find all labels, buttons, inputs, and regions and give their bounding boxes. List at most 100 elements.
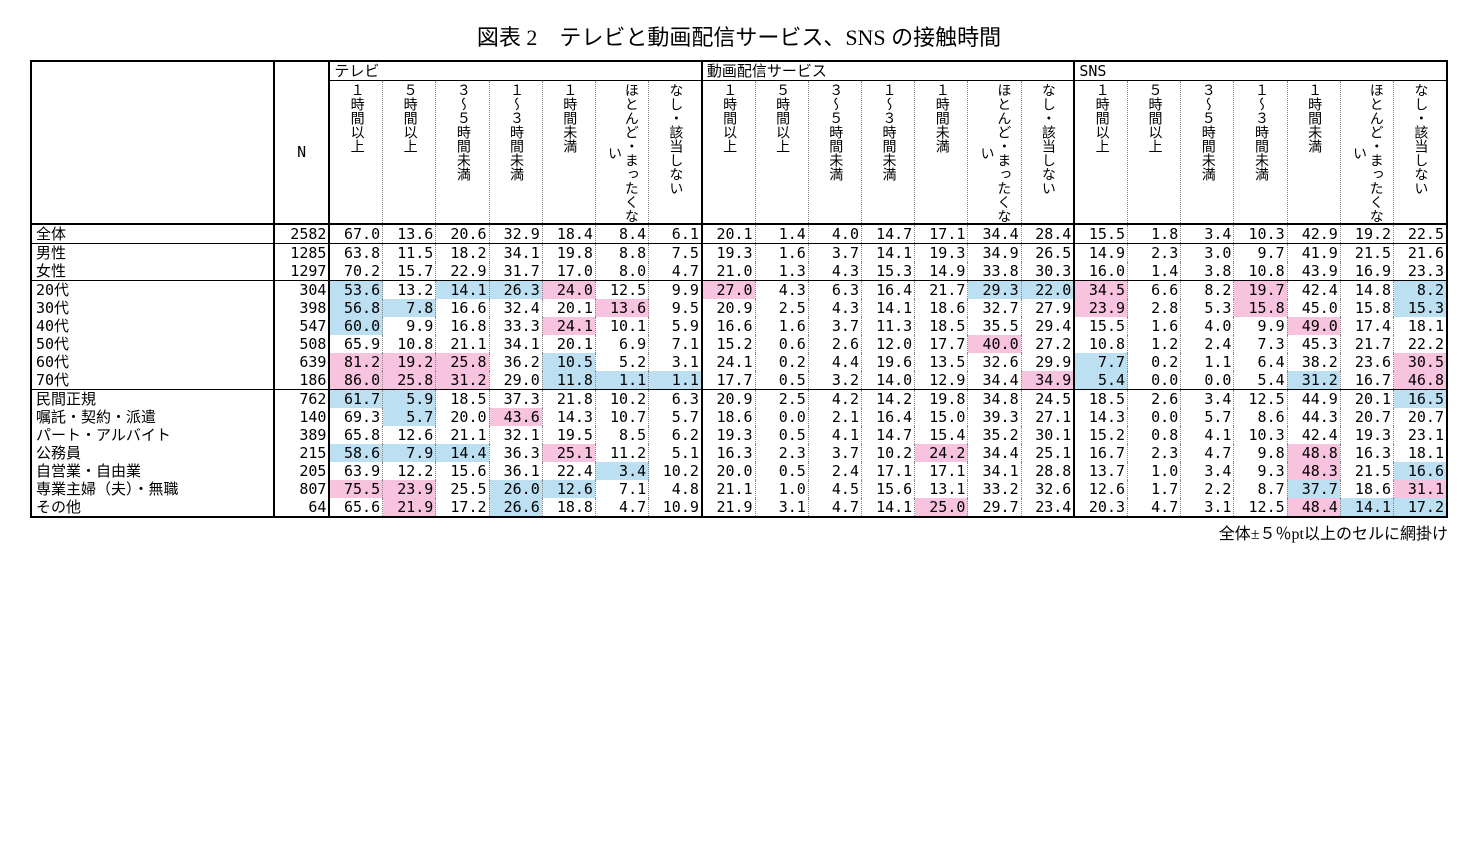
data-cell: 30.5: [1394, 353, 1447, 371]
data-cell: 13.2: [383, 281, 436, 300]
data-cell: 19.3: [915, 244, 968, 263]
data-cell: 10.8: [1234, 262, 1287, 281]
data-cell: 14.7: [862, 426, 915, 444]
data-cell: 9.8: [1234, 444, 1287, 462]
data-cell: 4.7: [1128, 498, 1181, 517]
data-cell: 12.6: [1074, 480, 1127, 498]
data-cell: 23.1: [1394, 426, 1447, 444]
table-row: その他6465.621.917.226.618.84.710.921.93.14…: [31, 498, 1447, 517]
data-cell: 20.0: [436, 408, 489, 426]
data-cell: 3.1: [1181, 498, 1234, 517]
data-cell: 14.1: [1340, 498, 1393, 517]
data-cell: 7.1: [595, 480, 648, 498]
data-cell: 15.0: [915, 408, 968, 426]
n-cell: 1297: [274, 262, 330, 281]
data-cell: 67.0: [329, 224, 382, 244]
data-cell: 10.1: [595, 317, 648, 335]
data-cell: 32.7: [968, 299, 1021, 317]
data-cell: 36.1: [489, 462, 542, 480]
data-cell: 3.4: [1181, 224, 1234, 244]
data-cell: 31.7: [489, 262, 542, 281]
n-cell: 215: [274, 444, 330, 462]
n-cell: 64: [274, 498, 330, 517]
data-cell: 1.2: [1128, 335, 1181, 353]
data-cell: 20.0: [702, 462, 755, 480]
row-label: パート・アルバイト: [31, 426, 274, 444]
data-cell: 1.4: [1128, 262, 1181, 281]
subheader: １〜３時間未満: [1234, 81, 1287, 225]
data-cell: 34.1: [489, 244, 542, 263]
data-cell: 19.7: [1234, 281, 1287, 300]
data-cell: 5.4: [1234, 371, 1287, 390]
data-cell: 3.1: [755, 498, 808, 517]
data-cell: 1.7: [1128, 480, 1181, 498]
row-label: 50代: [31, 335, 274, 353]
data-cell: 12.6: [542, 480, 595, 498]
data-cell: 9.7: [1234, 244, 1287, 263]
data-cell: 0.5: [755, 462, 808, 480]
table-row: 公務員21558.67.914.436.325.111.25.116.32.33…: [31, 444, 1447, 462]
data-cell: 7.9: [383, 444, 436, 462]
group-header-tv: テレビ: [329, 61, 701, 81]
data-cell: 10.2: [862, 444, 915, 462]
data-cell: 23.9: [383, 480, 436, 498]
data-cell: 8.5: [595, 426, 648, 444]
data-cell: 0.6: [755, 335, 808, 353]
data-cell: 45.0: [1287, 299, 1340, 317]
row-label: 30代: [31, 299, 274, 317]
data-cell: 0.0: [755, 408, 808, 426]
data-cell: 7.7: [1074, 353, 1127, 371]
row-label: 全体: [31, 224, 274, 244]
data-cell: 8.2: [1394, 281, 1447, 300]
data-cell: 35.2: [968, 426, 1021, 444]
data-cell: 2.1: [808, 408, 861, 426]
data-cell: 22.2: [1394, 335, 1447, 353]
data-cell: 15.6: [862, 480, 915, 498]
subheader: ５時間以上: [383, 81, 436, 225]
data-cell: 6.3: [808, 281, 861, 300]
data-cell: 20.9: [702, 299, 755, 317]
row-label: 自営業・自由業: [31, 462, 274, 480]
data-cell: 48.8: [1287, 444, 1340, 462]
data-cell: 16.5: [1394, 390, 1447, 409]
data-cell: 15.3: [1394, 299, 1447, 317]
data-cell: 15.5: [1074, 317, 1127, 335]
data-cell: 21.6: [1394, 244, 1447, 263]
data-cell: 48.4: [1287, 498, 1340, 517]
row-label: 専業主婦（夫）・無職: [31, 480, 274, 498]
data-cell: 4.3: [755, 281, 808, 300]
data-cell: 5.3: [1181, 299, 1234, 317]
data-cell: 61.7: [329, 390, 382, 409]
data-cell: 16.7: [1340, 371, 1393, 390]
data-cell: 14.3: [1074, 408, 1127, 426]
data-cell: 8.6: [1234, 408, 1287, 426]
subheader: ほとんど・まったくない: [1340, 81, 1393, 225]
data-cell: 18.6: [1340, 480, 1393, 498]
data-cell: 3.2: [808, 371, 861, 390]
data-cell: 33.3: [489, 317, 542, 335]
data-cell: 19.2: [1340, 224, 1393, 244]
data-cell: 18.1: [1394, 444, 1447, 462]
data-cell: 2.3: [1128, 244, 1181, 263]
data-cell: 25.5: [436, 480, 489, 498]
data-cell: 17.1: [915, 462, 968, 480]
data-cell: 18.6: [702, 408, 755, 426]
data-cell: 0.0: [1181, 371, 1234, 390]
data-cell: 12.2: [383, 462, 436, 480]
data-cell: 4.3: [808, 262, 861, 281]
row-label: 公務員: [31, 444, 274, 462]
data-cell: 8.2: [1181, 281, 1234, 300]
data-cell: 1.4: [755, 224, 808, 244]
n-cell: 304: [274, 281, 330, 300]
data-cell: 20.6: [436, 224, 489, 244]
data-cell: 29.9: [1021, 353, 1074, 371]
data-cell: 65.8: [329, 426, 382, 444]
data-cell: 15.7: [383, 262, 436, 281]
data-cell: 8.7: [1234, 480, 1287, 498]
data-cell: 6.9: [595, 335, 648, 353]
data-cell: 21.0: [702, 262, 755, 281]
data-cell: 17.7: [915, 335, 968, 353]
subheader: ３〜５時間未満: [808, 81, 861, 225]
data-cell: 20.1: [702, 224, 755, 244]
data-cell: 69.3: [329, 408, 382, 426]
